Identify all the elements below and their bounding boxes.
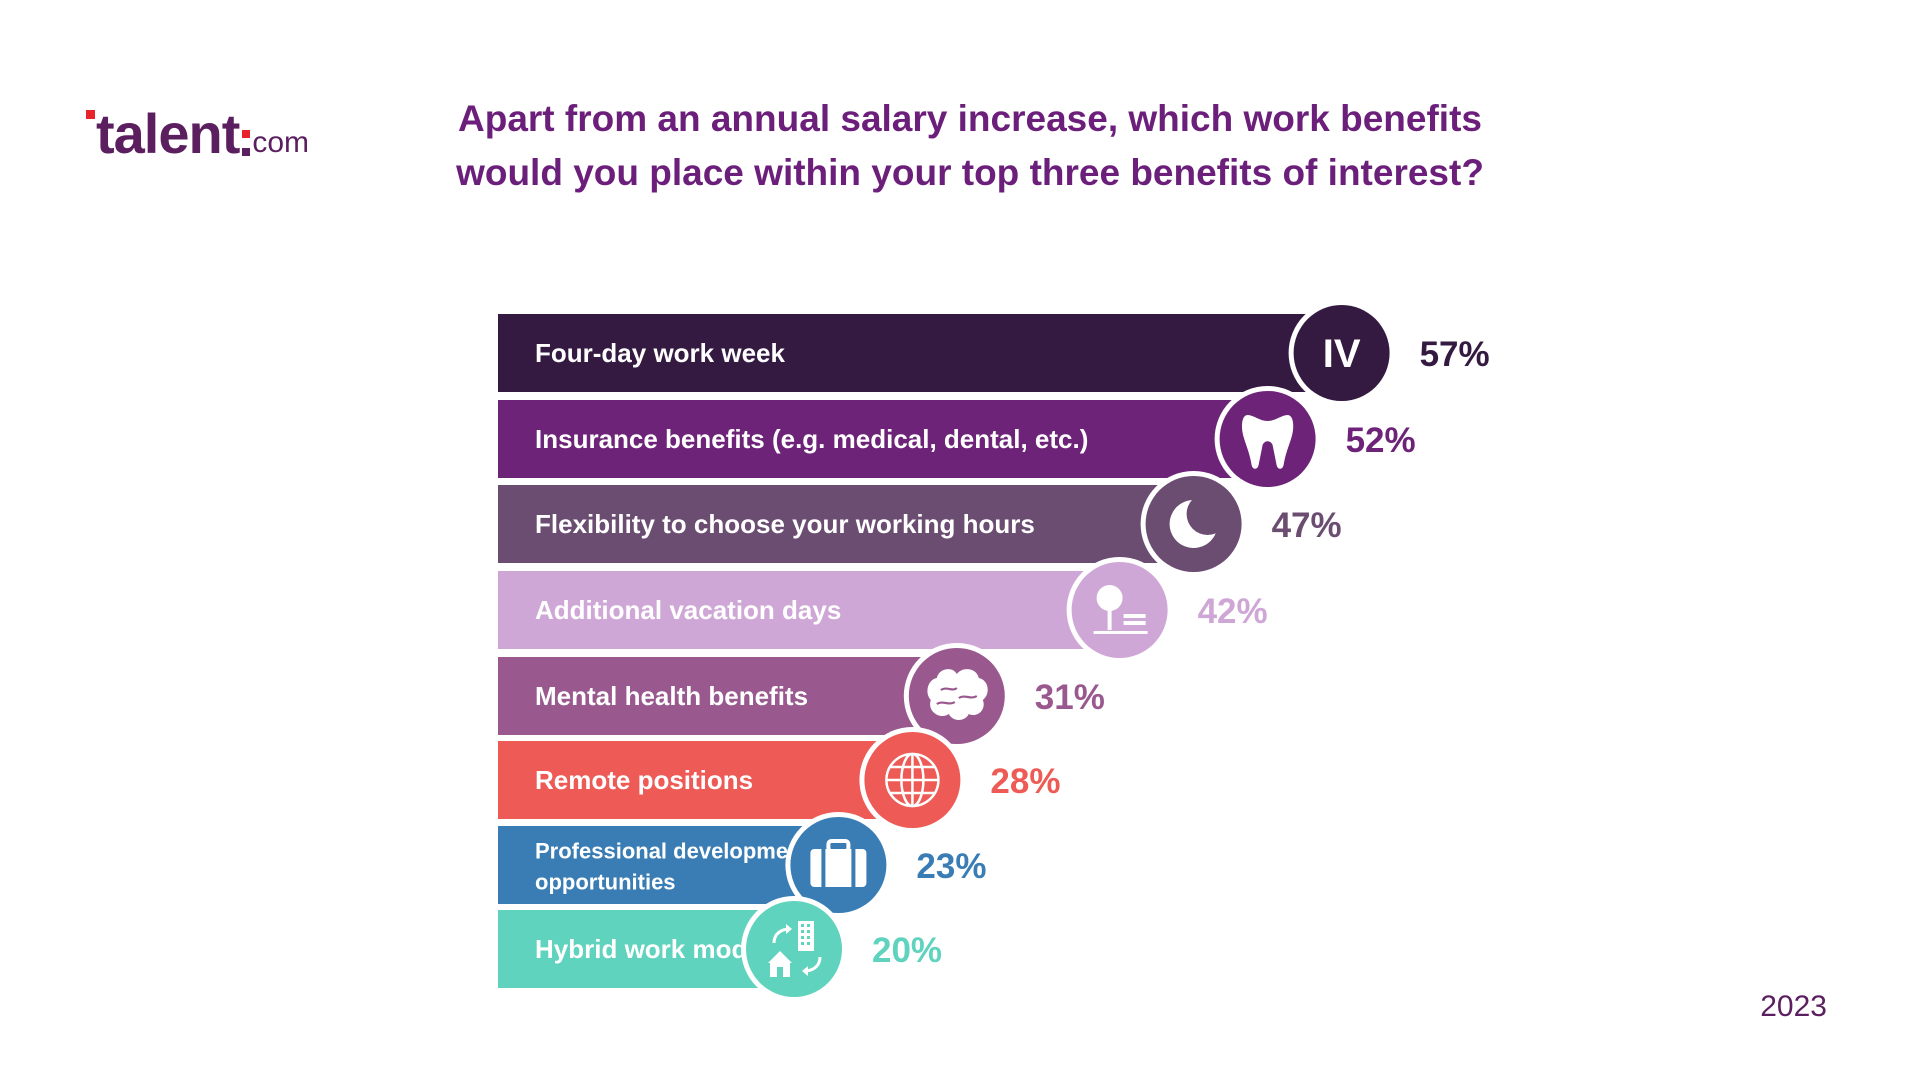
bench-seat xyxy=(1123,621,1146,625)
brain-folds xyxy=(936,687,978,705)
talent-logo: talent com xyxy=(86,92,309,162)
bar-value-label: 31% xyxy=(1035,678,1105,717)
logo-suffix-text: com xyxy=(252,126,310,159)
chart-title-line-2: would you place within your top three be… xyxy=(456,152,1484,193)
bar xyxy=(498,657,957,735)
office-building xyxy=(798,921,814,951)
moon-shadow xyxy=(1186,493,1229,535)
ground-line xyxy=(1093,631,1148,634)
moon-icon xyxy=(1169,493,1229,548)
icon-circle xyxy=(1071,562,1168,658)
bar-row: Hybrid work model 20% xyxy=(498,896,942,1002)
bar-category-label: Mental health benefits xyxy=(535,681,808,711)
brain-shape xyxy=(927,669,988,720)
briefcase-body xyxy=(810,849,867,887)
bar-value-label: 23% xyxy=(916,847,986,886)
bar-category-label: Additional vacation days xyxy=(535,595,841,625)
bar xyxy=(498,571,1120,649)
roman-four-text: IV xyxy=(1323,332,1361,376)
office-window xyxy=(807,924,810,927)
logo-main-text: talent xyxy=(96,102,240,165)
year-label: 2023 xyxy=(1760,990,1827,1023)
bar xyxy=(498,314,1342,392)
office-window xyxy=(801,924,804,927)
bar-category-label: Professional development xyxy=(535,839,810,864)
home-office-icon xyxy=(768,921,822,977)
bar-value-label: 20% xyxy=(872,931,942,970)
office-window xyxy=(801,930,804,933)
globe-icon xyxy=(885,752,940,808)
bar-row: Remote positions 28% xyxy=(498,727,1060,833)
bar-value-label: 57% xyxy=(1420,335,1490,374)
office-window xyxy=(801,936,804,939)
briefcase-icon xyxy=(810,839,867,887)
home-house xyxy=(768,951,792,977)
bar-category-label: Insurance benefits (e.g. medical, dental… xyxy=(535,424,1088,454)
bar-row: Mental health benefits 31% xyxy=(498,643,1105,749)
briefcase-strap-left xyxy=(821,849,826,887)
globe-parallels xyxy=(890,765,935,795)
bar-row: Insurance benefits (e.g. medical, dental… xyxy=(498,386,1416,492)
bar-row: Four-day work week IV 57% xyxy=(498,300,1490,406)
bar xyxy=(498,741,913,819)
office-window xyxy=(807,942,810,945)
chart-title-line-1: Apart from an annual salary increase, wh… xyxy=(458,98,1482,139)
bar-value-label: 52% xyxy=(1346,421,1416,460)
tooth-icon xyxy=(1241,415,1294,469)
home-door xyxy=(777,967,783,977)
office-window xyxy=(807,936,810,939)
icon-circle xyxy=(746,901,842,997)
tree-trunk xyxy=(1107,608,1112,630)
bar-row: Flexibility to choose your working hours… xyxy=(498,471,1342,577)
logo-red-mark xyxy=(86,110,95,119)
bar-row: Professional development opportunities 23% xyxy=(498,812,986,918)
bar-category-label: Hybrid work model xyxy=(535,934,769,964)
bench-back xyxy=(1123,614,1146,618)
arrow-up-head xyxy=(786,924,792,934)
bar-category-label: Four-day work week xyxy=(535,338,785,368)
logo-colon xyxy=(242,130,251,156)
bar-category-label: Remote positions xyxy=(535,765,753,795)
bar-value-label: 28% xyxy=(990,762,1060,801)
tree-crown xyxy=(1096,585,1123,611)
chart-title: Apart from an annual salary increase, wh… xyxy=(400,92,1540,200)
icon-circle xyxy=(1293,305,1390,401)
bar-category-label: opportunities xyxy=(535,870,676,895)
office-window xyxy=(801,942,804,945)
bar-value-label: 47% xyxy=(1272,506,1342,545)
tooth-shape xyxy=(1241,415,1294,469)
bar-category-label: Flexibility to choose your working hours xyxy=(535,509,1035,539)
tree-bench-icon xyxy=(1093,585,1148,634)
bar xyxy=(498,485,1194,563)
brain-icon xyxy=(927,669,988,720)
bar xyxy=(498,826,839,904)
bar xyxy=(498,400,1268,478)
roman-four-icon: IV xyxy=(1323,332,1361,376)
bar-value-label: 42% xyxy=(1198,592,1268,631)
bar-row: Additional vacation days 42% xyxy=(498,557,1268,663)
office-window xyxy=(807,930,810,933)
arrow-down-head xyxy=(802,966,808,976)
briefcase-strap-right xyxy=(851,849,856,887)
